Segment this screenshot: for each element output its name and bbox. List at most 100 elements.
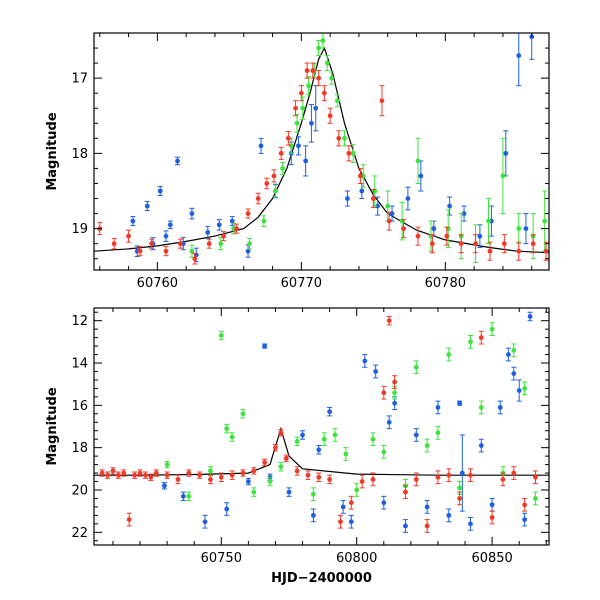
bottom-red-point xyxy=(251,468,257,474)
bottom-blue-point xyxy=(362,358,368,364)
top-blue-point xyxy=(258,143,264,149)
top-blue-point xyxy=(175,158,180,164)
bottom-ytick-label: 18 xyxy=(71,441,88,456)
bottom-red-point xyxy=(338,519,343,525)
bottom-red-point xyxy=(435,474,441,480)
top-red-point xyxy=(458,241,464,247)
bottom-red-point xyxy=(468,472,473,478)
top-ytick-label: 17 xyxy=(71,72,88,87)
bottom-ytick-label: 16 xyxy=(71,399,88,414)
top-blue-point xyxy=(296,143,301,149)
bottom-blue-point xyxy=(286,489,292,495)
bottom-ytick-label: 14 xyxy=(71,357,88,372)
bottom-blue-point xyxy=(327,409,333,415)
bottom-red-point xyxy=(110,468,116,474)
top-blue-point xyxy=(303,158,309,164)
bottom-blue-point xyxy=(202,519,208,525)
bottom-red-point xyxy=(392,379,398,385)
bottom-blue-point xyxy=(435,405,441,410)
top-green-point xyxy=(500,173,506,179)
top-red-point xyxy=(530,241,536,247)
bottom-green-point xyxy=(381,449,387,455)
top-green-point xyxy=(350,150,356,156)
bottom-red-point xyxy=(262,460,268,465)
top-blue-point xyxy=(144,203,150,209)
bottom-panel-ylabel: Magnitude xyxy=(45,387,60,466)
bottom-red-point xyxy=(457,496,463,501)
bottom-green-point xyxy=(208,468,213,474)
top-green-point xyxy=(320,38,326,43)
top-panel-ylabel: Magnitude xyxy=(45,112,60,191)
top-green-point xyxy=(329,75,334,81)
bottom-blue-point xyxy=(446,512,452,518)
top-blue-point xyxy=(431,226,437,232)
bottom-green-point xyxy=(468,339,473,345)
bottom-red-point xyxy=(305,472,311,478)
bottom-red-point xyxy=(148,474,154,480)
bottom-blue-point xyxy=(527,314,533,319)
bottom-red-point xyxy=(413,477,419,482)
top-green-point xyxy=(542,218,548,224)
top-red-point xyxy=(370,196,376,201)
bottom-green-point xyxy=(224,426,230,432)
bottom-red-point xyxy=(132,472,138,478)
bottom-green-point xyxy=(489,326,495,332)
bottom-red-point xyxy=(381,390,387,396)
bottom-green-point xyxy=(218,333,224,338)
top-blue-point xyxy=(309,120,314,126)
bottom-blue-point xyxy=(478,443,484,448)
bottom-ytick-label: 22 xyxy=(71,526,88,541)
top-red-point xyxy=(401,226,406,232)
top-red-point xyxy=(137,248,143,254)
top-green-point xyxy=(288,143,294,149)
top-xtick-label: 60780 xyxy=(425,276,466,291)
bottom-blue-point xyxy=(262,343,268,349)
bottom-red-point xyxy=(283,455,289,461)
top-ytick-label: 18 xyxy=(71,147,88,162)
top-red-point xyxy=(264,181,270,186)
bottom-ytick-label: 12 xyxy=(71,314,88,329)
bottom-xtick-label: 60800 xyxy=(336,551,377,566)
top-blue-point xyxy=(229,218,235,224)
bottom-blue-point xyxy=(459,470,465,476)
bottom-blue-point xyxy=(340,504,346,510)
bottom-red-point xyxy=(229,472,235,478)
bottom-panel-ticks: 60750 60800 60850 12 14 16 18 20 22 xyxy=(71,308,549,566)
bottom-blue-point xyxy=(310,512,316,518)
bottom-red-point xyxy=(197,472,203,478)
bottom-green-point xyxy=(413,364,419,370)
top-red-point xyxy=(298,90,304,96)
bottom-red-point xyxy=(386,318,392,324)
bottom-green-point xyxy=(294,438,300,444)
top-blue-point xyxy=(447,203,453,209)
bottom-panel-xlabel: HJD−2400000 xyxy=(271,571,372,586)
top-red-point xyxy=(386,218,392,224)
bottom-blue-point xyxy=(381,500,387,506)
bottom-red-point xyxy=(175,477,181,482)
top-blue-point xyxy=(359,188,365,194)
bottom-red-point xyxy=(327,477,333,482)
top-blue-point xyxy=(418,173,424,179)
bottom-panel-marks xyxy=(94,311,549,533)
top-red-point xyxy=(149,241,154,247)
top-red-point xyxy=(206,241,212,247)
top-red-point xyxy=(245,211,251,216)
bottom-red-point xyxy=(126,517,132,523)
bottom-red-point xyxy=(164,472,170,478)
top-green-point xyxy=(415,158,421,164)
top-green-point xyxy=(516,226,522,232)
bottom-green-point xyxy=(392,390,398,396)
bottom-red-point xyxy=(240,470,246,476)
bottom-blue-point xyxy=(424,504,430,510)
top-blue-point xyxy=(189,211,195,216)
bottom-green-point xyxy=(267,479,273,484)
bottom-blue-point xyxy=(392,400,398,406)
top-red-point xyxy=(163,248,169,254)
bottom-blue-point xyxy=(511,371,517,376)
top-green-point xyxy=(316,45,322,51)
top-red-point xyxy=(126,233,131,239)
top-panel-frame xyxy=(93,32,550,271)
bottom-red-point xyxy=(316,474,322,480)
bottom-blue-point xyxy=(516,388,522,393)
top-blue-point xyxy=(157,188,163,194)
